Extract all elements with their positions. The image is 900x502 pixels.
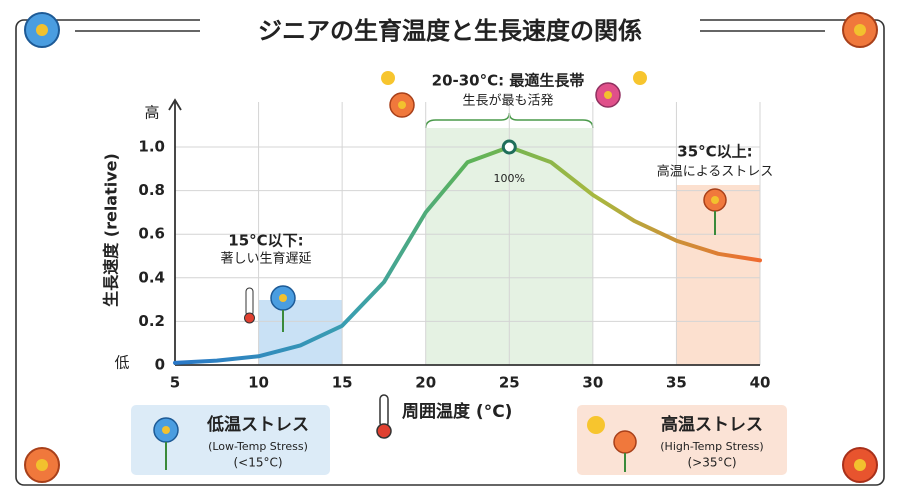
- title-bg: [200, 10, 700, 50]
- panel-icons: [153, 416, 637, 472]
- y-tick-label: 0: [155, 356, 165, 374]
- panel: [131, 405, 330, 475]
- x-tick-label: 35: [666, 374, 687, 392]
- x-tick-label: 10: [248, 374, 269, 392]
- chart-title: ジニアの生育温度と生長速度の関係: [258, 17, 642, 45]
- x-axis-title: 周囲温度 (°C): [402, 401, 512, 422]
- annotation-text: 生長が最も活発: [462, 94, 553, 109]
- x-tick-label: 15: [332, 374, 353, 392]
- y-tick-label: 0.4: [138, 268, 165, 286]
- zone: [676, 185, 760, 365]
- annotation-title: 35°C以上:: [677, 143, 752, 161]
- panel-range: (>35°C): [687, 456, 736, 470]
- value-label: 100%: [494, 172, 525, 185]
- y-tick-label: 0.8: [138, 181, 165, 199]
- annotation-title: 15°C以下:: [228, 232, 303, 250]
- x-tick-label: 30: [582, 374, 603, 392]
- x-tick-label: 25: [499, 374, 520, 392]
- panel: [577, 405, 787, 475]
- decor-flowers: [244, 71, 727, 332]
- panel-subtitle: (Low-Temp Stress): [208, 440, 308, 453]
- panel-title: 低温ストレス: [206, 414, 309, 435]
- y-tick-label: 1.0: [138, 138, 165, 156]
- annotation-text: 高温によるストレス: [657, 164, 774, 180]
- y-high: 高: [144, 104, 159, 122]
- y-low: 低: [114, 354, 129, 372]
- thermometer-icon: [376, 394, 392, 439]
- y-tick-label: 0.6: [138, 225, 165, 243]
- panel-range: (<15°C): [233, 456, 282, 470]
- peak-marker: [501, 139, 517, 155]
- y-axis-title: 生長速度 (relative): [102, 153, 121, 307]
- x-tick-label: 5: [170, 374, 180, 392]
- y-tick-label: 0.2: [138, 312, 165, 330]
- annotation-text: 著しい生育遅延: [220, 251, 311, 267]
- annotation-title: 20-30°C: 最適生長帯: [432, 72, 585, 90]
- x-tick-label: 40: [750, 374, 771, 392]
- data-line: [173, 145, 762, 365]
- panel-subtitle: (High-Temp Stress): [660, 440, 763, 453]
- y-axis-arrow: [168, 98, 182, 111]
- panel-title: 高温ストレス: [661, 414, 763, 435]
- x-tick-label: 20: [415, 374, 436, 392]
- corner-flowers: [24, 12, 878, 483]
